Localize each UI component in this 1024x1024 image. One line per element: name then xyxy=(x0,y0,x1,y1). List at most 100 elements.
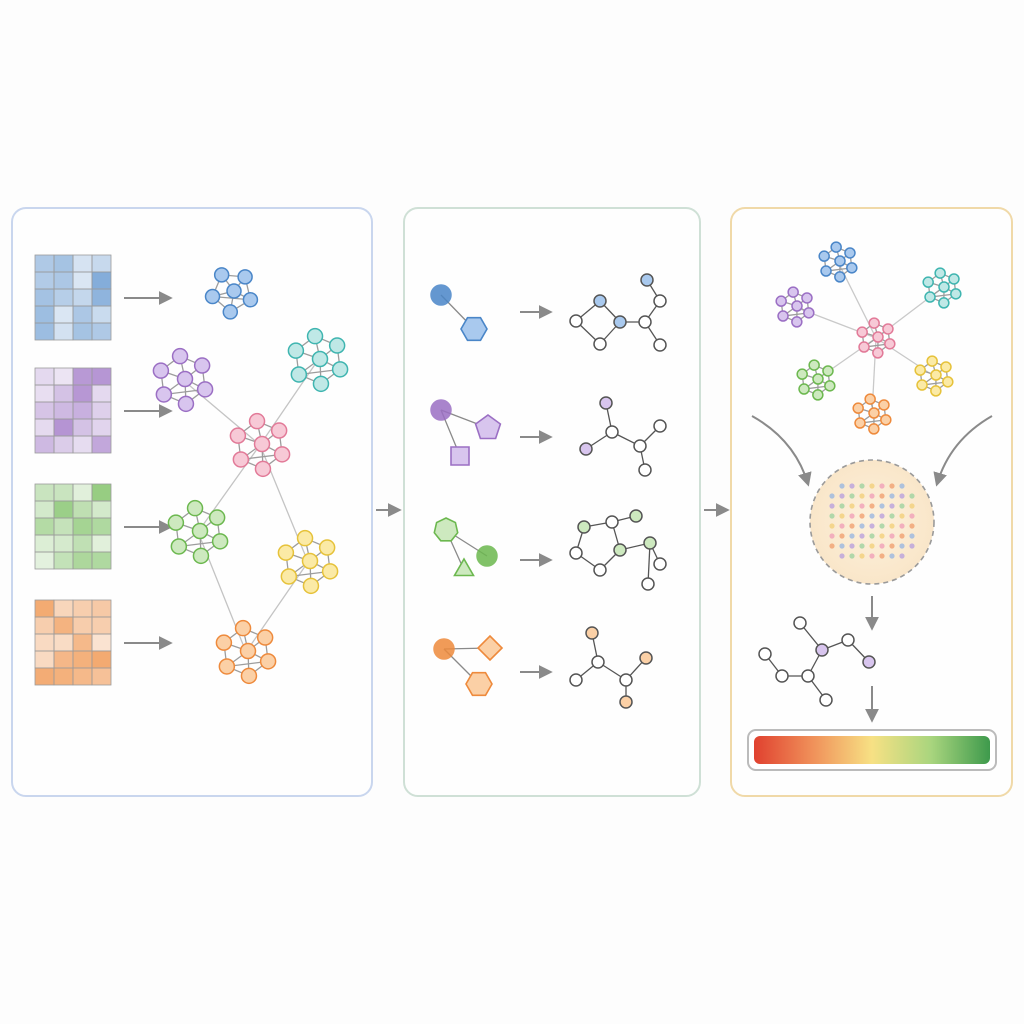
latent-point xyxy=(839,533,845,539)
node xyxy=(938,281,950,293)
node xyxy=(196,381,214,398)
node xyxy=(253,435,271,453)
heatmap-cell xyxy=(34,271,55,290)
heatmap-cell xyxy=(72,551,93,570)
latent-point xyxy=(869,483,875,489)
node xyxy=(934,267,946,279)
latent-point xyxy=(869,553,875,559)
arrow xyxy=(933,415,993,487)
node xyxy=(878,399,890,411)
node xyxy=(787,286,799,298)
node xyxy=(653,338,667,352)
heatmap-cell xyxy=(91,551,112,570)
node xyxy=(938,297,950,309)
heatmap-cell xyxy=(53,534,74,553)
latent-point xyxy=(899,503,905,509)
fragment-atom xyxy=(433,638,455,660)
node xyxy=(916,379,928,391)
heatmap-cell xyxy=(72,288,93,307)
latent-point xyxy=(889,513,895,519)
heatmap-cell xyxy=(34,322,55,341)
fragment-ring xyxy=(474,414,502,440)
latent-point xyxy=(869,543,875,549)
node xyxy=(824,380,836,392)
heatmap-cell xyxy=(53,616,74,635)
heatmap-cell xyxy=(34,633,55,652)
node xyxy=(638,315,652,329)
node xyxy=(599,396,613,410)
node xyxy=(605,425,619,439)
heatmap-cell xyxy=(72,322,93,341)
score-bar xyxy=(754,736,990,764)
node xyxy=(854,417,866,429)
heatmap-cell xyxy=(53,633,74,652)
node xyxy=(569,673,583,687)
heatmap-cell xyxy=(34,401,55,420)
node xyxy=(170,538,188,555)
heatmap-cell xyxy=(72,633,93,652)
heatmap-cell xyxy=(34,418,55,437)
node xyxy=(948,273,960,285)
latent-point xyxy=(899,523,905,529)
node xyxy=(619,695,633,709)
node xyxy=(591,655,605,669)
node xyxy=(152,362,170,379)
node xyxy=(633,439,647,453)
latent-point xyxy=(849,533,855,539)
edge xyxy=(259,359,319,446)
latent-point xyxy=(849,543,855,549)
heatmap-cell xyxy=(72,517,93,536)
node xyxy=(270,422,288,439)
node xyxy=(171,347,189,365)
heatmap-cell xyxy=(91,254,112,273)
latent-point xyxy=(879,543,885,549)
node xyxy=(208,509,226,526)
node xyxy=(239,642,257,660)
node xyxy=(793,616,807,630)
latent-point xyxy=(859,493,865,499)
node xyxy=(868,423,880,435)
latent-point xyxy=(869,503,875,509)
latent-point xyxy=(889,493,895,499)
node xyxy=(287,342,305,359)
node xyxy=(942,376,954,388)
heatmap-cell xyxy=(53,418,74,437)
heatmap-cell xyxy=(34,435,55,454)
node xyxy=(924,291,936,303)
heatmap-cell xyxy=(91,517,112,536)
node xyxy=(306,327,324,345)
node xyxy=(808,359,820,371)
node xyxy=(311,350,329,368)
node xyxy=(775,669,789,683)
node xyxy=(176,370,194,388)
latent-point xyxy=(869,513,875,519)
node xyxy=(569,314,583,328)
latent-point xyxy=(879,503,885,509)
heatmap-cell xyxy=(91,401,112,420)
latent-point xyxy=(859,543,865,549)
edge xyxy=(647,542,651,585)
heatmap-cell xyxy=(72,271,93,290)
latent-point xyxy=(899,553,905,559)
node xyxy=(629,509,643,523)
node xyxy=(248,412,266,430)
node xyxy=(950,288,962,300)
node xyxy=(926,355,938,367)
heatmap-cell xyxy=(91,305,112,324)
latent-point xyxy=(909,493,915,499)
node xyxy=(834,255,846,267)
node xyxy=(191,522,209,540)
node xyxy=(862,655,876,669)
node xyxy=(930,385,942,397)
latent-point xyxy=(859,533,865,539)
node xyxy=(940,361,952,373)
node xyxy=(858,341,870,353)
heatmap-cell xyxy=(72,384,93,403)
node xyxy=(641,577,655,591)
heatmap-cell xyxy=(34,367,55,386)
node xyxy=(852,402,864,414)
latent-point xyxy=(879,493,885,499)
heatmap-cell xyxy=(91,384,112,403)
